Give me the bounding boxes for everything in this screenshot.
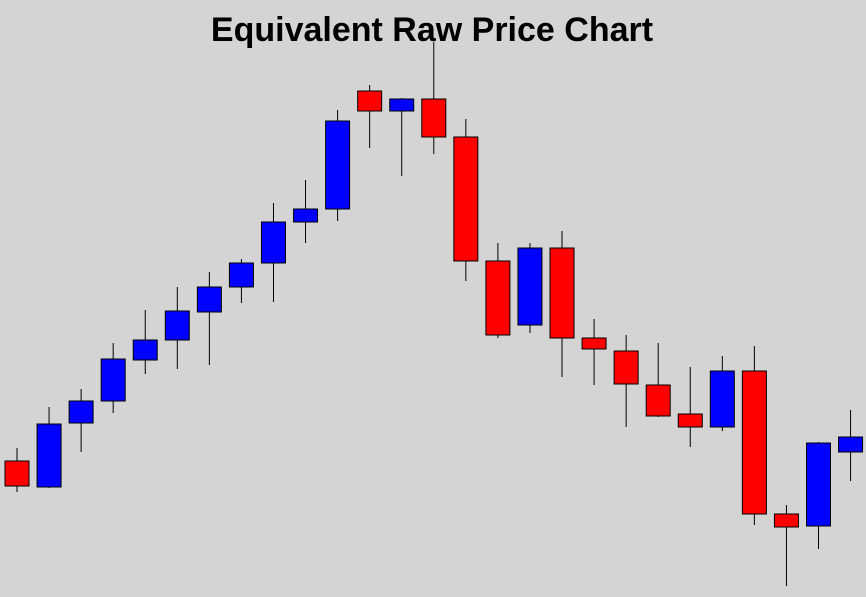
candle-body-bearish [741,370,767,515]
candle-body-bullish [36,423,62,488]
candle-body-bearish [613,350,639,385]
candle-body-bullish [709,370,735,428]
candle-body-bullish [806,442,831,527]
candle-body-bullish [132,339,158,361]
candle-body-bullish [325,120,351,210]
candle-body-bearish [645,384,671,417]
candle-body-bullish [260,221,286,264]
candle-body-bearish [581,337,607,350]
candle-body-bullish [293,208,319,223]
candle-body-bearish [4,460,30,487]
candle-body-bullish [164,310,190,341]
candle-body-bullish [228,262,254,288]
candle-body-bearish [549,247,575,339]
candles-group [4,42,864,586]
candle-body-bullish [68,400,94,424]
candle-body-bearish [485,260,511,336]
candle-body-bearish [357,90,383,112]
candle-body-bearish [421,98,447,138]
candle-body-bullish [196,286,222,313]
candle-body-bullish [838,436,864,453]
candle-body-bearish [453,136,479,262]
candle-body-bullish [100,358,126,402]
candle-body-bullish [517,247,543,326]
chart-title: Equivalent Raw Price Chart [211,11,653,49]
candle-body-bullish [389,98,415,112]
candle-body-bearish [773,513,799,528]
candle-body-bearish [677,413,703,428]
